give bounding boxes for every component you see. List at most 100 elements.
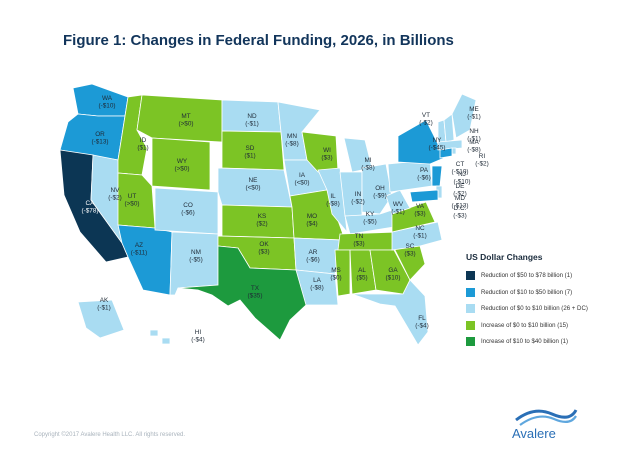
legend-item-increase-0-10: Increase of $0 to $10 billion (15) <box>466 319 616 333</box>
state-label-ca: CA (-$78) <box>81 200 98 215</box>
state-label-nm: NM (-$5) <box>189 249 203 264</box>
state-label-mt: MT (>$0) <box>178 113 193 128</box>
state-label-il: IL (-$8) <box>326 193 340 208</box>
legend-label: Reduction of $0 to $10 billion (26 + DC) <box>481 305 588 313</box>
state-nc <box>391 221 443 251</box>
state-va <box>391 201 436 233</box>
avalere-logo: Avalere <box>512 402 578 446</box>
figure-title: Figure 1: Changes in Federal Funding, 20… <box>63 32 454 49</box>
state-label-ct: CT (-$10) <box>451 161 468 176</box>
state-il <box>317 167 348 234</box>
state-la <box>295 269 339 306</box>
state-label-ut: UT (>$0) <box>124 193 139 208</box>
state-label-oh: OH (-$9) <box>373 185 387 200</box>
state-label-va: VA ($3) <box>414 203 425 218</box>
logo-text: Avalere <box>512 426 556 441</box>
state-label-mn: MN (-$8) <box>285 133 299 148</box>
state-label-wa: WA (-$10) <box>98 95 115 110</box>
state-label-sd: SD ($1) <box>244 145 255 160</box>
state-label-ri: RI (-$2) <box>475 153 489 168</box>
state-labels: WA (-$10) OR (-$13) CA (-$78) NV (-$2) ID ($1) MT(… <box>81 95 488 344</box>
legend-swatch <box>466 271 475 281</box>
state-ri <box>451 147 457 155</box>
legend-swatch <box>466 337 475 347</box>
state-wv <box>385 189 411 215</box>
state-label-ia: IA (<$0) <box>294 172 309 187</box>
state-label-dc: D.C. (-$3) <box>453 205 467 220</box>
state-label-tx: TX ($35) <box>248 285 263 300</box>
state-label-tn: TN ($3) <box>353 233 364 248</box>
state-label-wy: WY (>$0) <box>174 158 189 173</box>
state-label-ne: NE (<$0) <box>245 177 260 192</box>
state-label-wi: WI ($3) <box>321 147 332 162</box>
state-hi <box>149 329 171 345</box>
legend-swatch <box>466 287 475 297</box>
state-mt <box>136 94 223 143</box>
state-label-ga: GA ($10) <box>386 267 401 282</box>
logo-wave-icon <box>515 409 578 426</box>
state-label-nj: NJ (-$10) <box>453 171 470 186</box>
state-label-id: ID ($1) <box>137 137 148 152</box>
state-label-nd: ND (-$1) <box>245 113 259 128</box>
state-label-ma: MA (-$8) <box>467 139 481 154</box>
state-label-la: LA (-$8) <box>310 277 324 292</box>
map-legend: US Dollar Changes Reduction of $50 to $7… <box>466 252 616 352</box>
state-label-nc: NC (-$1) <box>413 225 427 240</box>
state-label-mi: MI (-$8) <box>361 157 375 172</box>
state-label-wv: WV (-$1) <box>391 201 405 216</box>
state-label-ms: MS ($0) <box>330 267 341 282</box>
state-label-in: IN (-$2) <box>351 191 365 206</box>
state-nj <box>431 165 443 187</box>
state-label-de: DE (-$2) <box>453 183 467 198</box>
state-label-nv: NV (-$2) <box>108 187 122 202</box>
state-label-ky: KY (-$5) <box>363 211 377 226</box>
state-wa <box>72 83 129 117</box>
legend-swatch <box>466 320 475 330</box>
state-tx <box>177 245 307 341</box>
state-me <box>451 93 477 139</box>
state-label-md: MD (-$13) <box>451 195 468 210</box>
legend-item-reduction-10-50: Reduction of $10 to $50 billion (7) <box>466 286 616 300</box>
state-label-vt: VT (-$2) <box>419 112 433 127</box>
state-label-fl: FL (-$4) <box>415 315 429 330</box>
state-label-ok: OK ($3) <box>258 241 269 256</box>
state-ak <box>77 299 125 339</box>
state-label-pa: PA (-$6) <box>417 167 431 182</box>
legend-item-increase-10-40: Increase of $10 to $40 billion (1) <box>466 335 616 349</box>
state-tn <box>337 231 401 251</box>
state-label-ar: AR (-$6) <box>306 249 320 264</box>
legend-label: Increase of $0 to $10 billion (15) <box>481 321 569 329</box>
state-label-sc: SC ($3) <box>404 243 415 258</box>
state-ma <box>437 139 463 151</box>
state-label-mo: MO ($4) <box>306 213 317 228</box>
state-label-hi: HI (-$4) <box>191 329 205 344</box>
state-az <box>117 224 173 296</box>
state-md <box>409 189 439 203</box>
legend-title: US Dollar Changes <box>466 252 543 262</box>
state-ny <box>397 119 445 165</box>
state-oh <box>361 163 393 215</box>
legend-label: Reduction of $10 to $50 billion (7) <box>481 288 573 296</box>
state-label-or: OR (-$13) <box>91 131 108 146</box>
state-ut <box>117 172 156 229</box>
state-label-ak: AK (-$1) <box>97 297 111 312</box>
state-label-co: CO (-$6) <box>181 202 195 217</box>
state-label-nh: NH (-$1) <box>467 128 481 143</box>
state-label-ny: NY (-$45) <box>428 137 445 152</box>
legend-label: Increase of $10 to $40 billion (1) <box>481 338 569 346</box>
state-label-al: AL ($5) <box>356 267 367 282</box>
state-fl <box>351 279 429 346</box>
legend-item-reduction-50-78: Reduction of $50 to $78 billion (1) <box>466 269 616 283</box>
state-nh <box>443 113 455 143</box>
state-shapes <box>59 83 477 346</box>
state-wy <box>151 137 211 191</box>
legend-swatch <box>466 304 475 314</box>
state-label-ks: KS ($2) <box>256 213 267 228</box>
state-ct <box>439 147 453 159</box>
state-label-me: ME (-$1) <box>467 106 481 121</box>
state-label-az: AZ (-$11) <box>131 242 148 257</box>
legend-label: Reduction of $50 to $78 billion (1) <box>481 272 573 280</box>
copyright-notice: Copyright ©2017 Avalere Health LLC. All … <box>34 432 186 438</box>
state-ms <box>334 249 351 297</box>
